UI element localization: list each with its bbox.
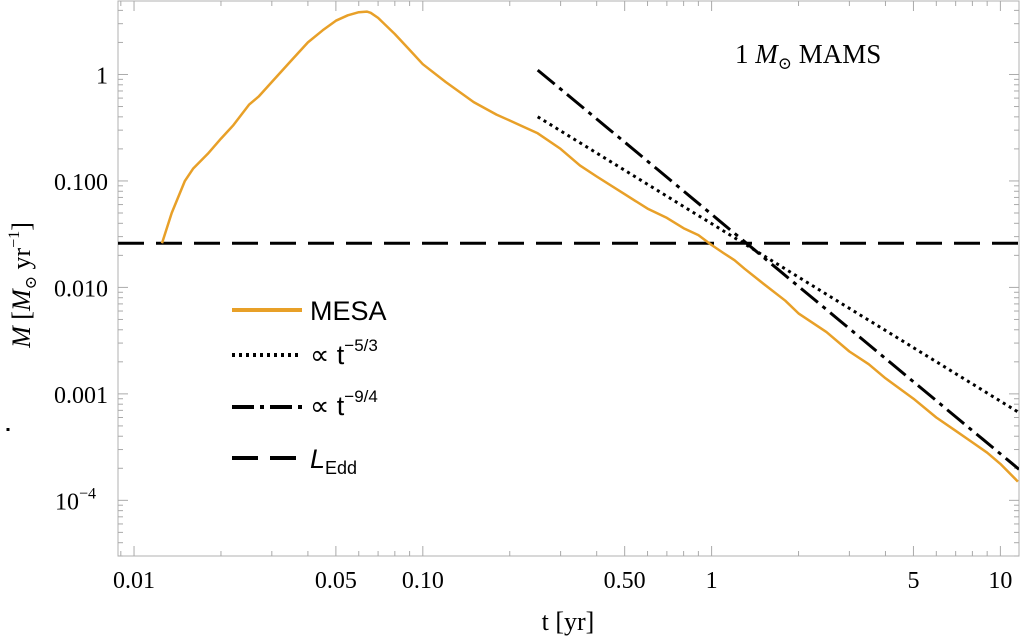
axis-ticks bbox=[118, 1, 1019, 557]
model-annotation: 1 M⊙ MAMS bbox=[735, 39, 881, 73]
x-tick-label: 0.10 bbox=[402, 568, 444, 594]
x-tick-label: 5 bbox=[907, 568, 919, 594]
series-t53-line bbox=[536, 115, 1019, 414]
legend-label-t94: ∝ t−9/4 bbox=[310, 387, 378, 421]
y-tick-label: 0.010 bbox=[54, 276, 108, 302]
y-tick-label: 1 bbox=[96, 63, 108, 89]
legend-label-t53: ∝ t−5/3 bbox=[310, 336, 378, 370]
plot-frame bbox=[117, 0, 1020, 557]
x-tick-label: 10 bbox=[988, 568, 1012, 594]
svg-text:M [M⊙ yr−1]: M [M⊙ yr−1] bbox=[6, 222, 40, 349]
y-tick-label: 0.001 bbox=[54, 383, 108, 409]
series-t94-line bbox=[536, 68, 1019, 471]
y-tick-label: 0.100 bbox=[54, 170, 108, 196]
y-axis-label: M [M⊙ yr−1] bbox=[6, 222, 40, 431]
tick-labels: 0.01 0.05 0.10 0.50 1 5 10 1 0.100 0.010 0.001 10−4 bbox=[54, 63, 1012, 594]
x-axis-label: t [yr] bbox=[542, 607, 595, 636]
legend-label-mesa: MESA bbox=[310, 296, 387, 326]
legend: MESA ∝ t−5/3 ∝ t−9/4 LEdd bbox=[232, 296, 387, 478]
curves bbox=[118, 10, 1019, 483]
legend-label-ledd: LEdd bbox=[310, 444, 357, 478]
series-mesa-line bbox=[160, 10, 1019, 483]
x-tick-label: 0.01 bbox=[113, 568, 155, 594]
x-tick-label: 0.50 bbox=[604, 568, 646, 594]
y-tick-label: 10−4 bbox=[55, 485, 96, 515]
x-tick-label: 1 bbox=[706, 568, 718, 594]
x-tick-label: 0.05 bbox=[315, 568, 357, 594]
